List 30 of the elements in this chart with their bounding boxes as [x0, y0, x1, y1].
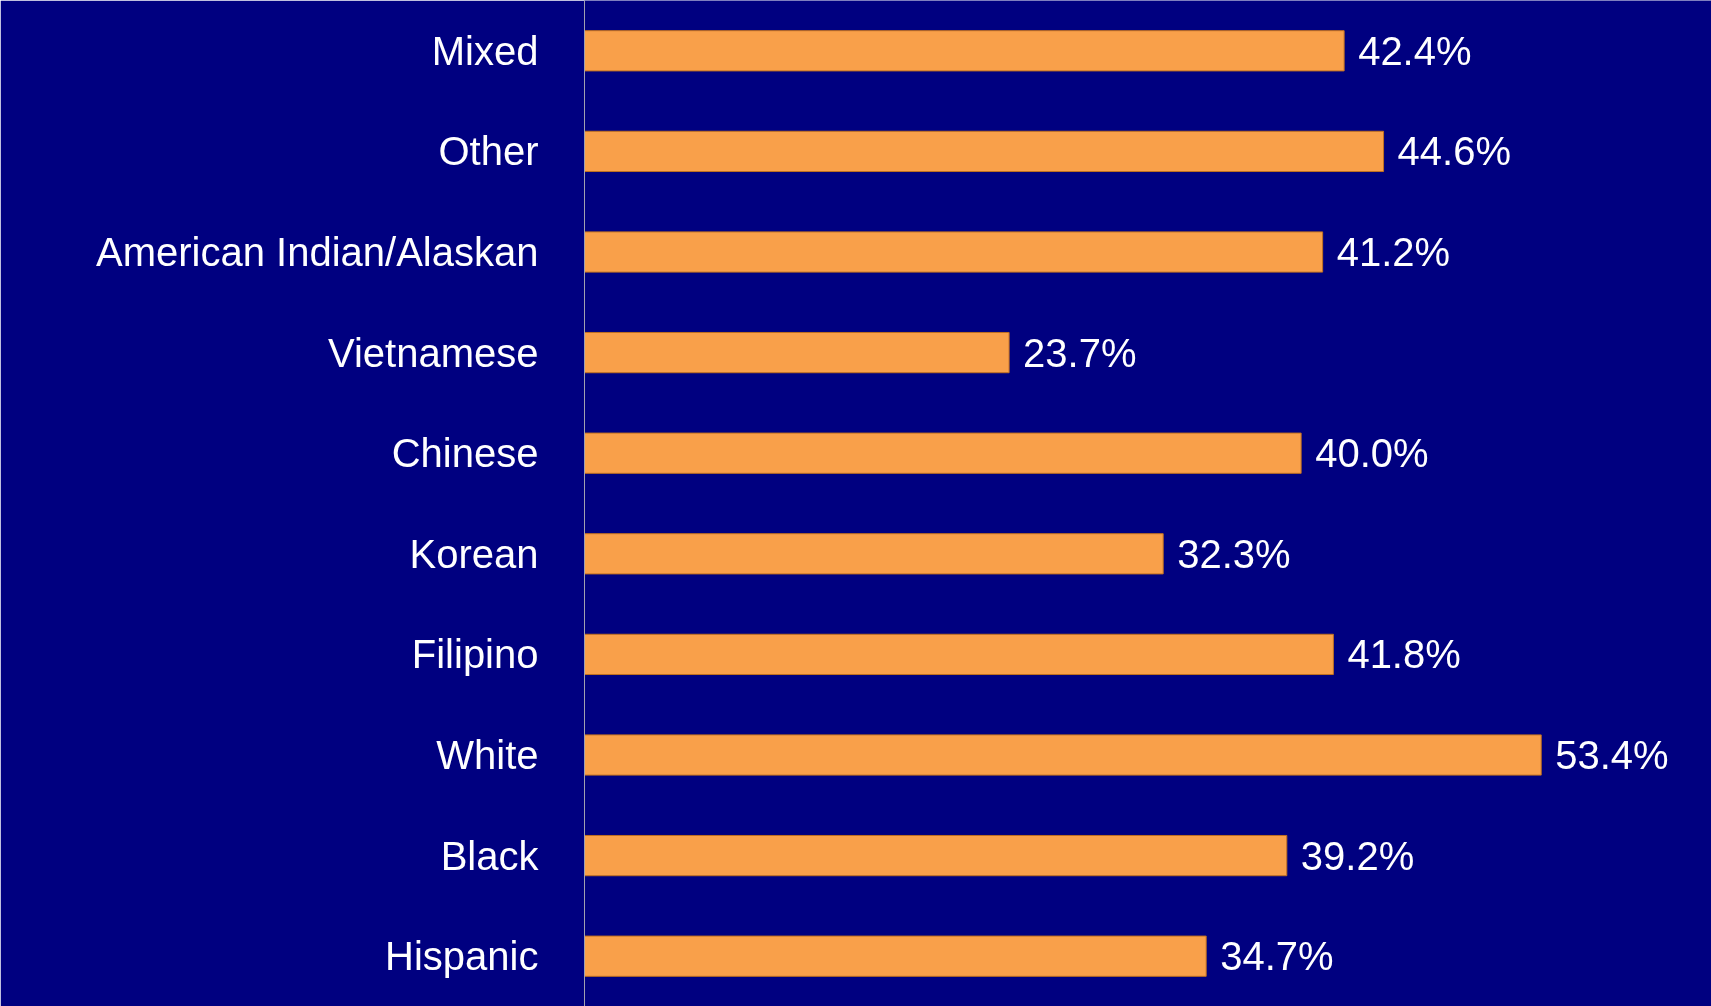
- y-tick-label: American Indian/Alaskan: [96, 230, 539, 274]
- data-label: 53.4%: [1555, 733, 1669, 777]
- data-label: 40.0%: [1315, 431, 1429, 476]
- y-tick-label: Other: [438, 129, 539, 174]
- bar: [584, 734, 1542, 776]
- y-tick-label: Black: [440, 833, 540, 878]
- data-label: 41.2%: [1336, 230, 1451, 274]
- bar: [584, 130, 1385, 173]
- data-label: 41.8%: [1347, 632, 1461, 677]
- y-tick-label: Chinese: [391, 431, 539, 476]
- y-tick-label: Vietnamese: [327, 330, 539, 375]
- bar: [584, 533, 1164, 575]
- bar: [584, 432, 1302, 474]
- bar: [584, 935, 1207, 977]
- y-tick-label: Filipino: [411, 632, 539, 677]
- bar: [584, 30, 1345, 72]
- bar: [584, 633, 1334, 676]
- data-label: 23.7%: [1023, 330, 1137, 375]
- data-label: 34.7%: [1220, 934, 1334, 979]
- data-label: 42.4%: [1358, 28, 1472, 73]
- y-tick-label: Mixed: [431, 28, 539, 73]
- bar: [584, 834, 1288, 877]
- y-tick-label: White: [436, 733, 539, 777]
- data-label: 32.3%: [1177, 531, 1291, 576]
- data-label: 44.6%: [1397, 129, 1511, 174]
- bar: [584, 231, 1324, 273]
- data-label: 39.2%: [1300, 833, 1415, 878]
- y-tick-label: Hispanic: [385, 934, 539, 979]
- bar: [584, 331, 1010, 374]
- y-tick-label: Korean: [409, 531, 539, 576]
